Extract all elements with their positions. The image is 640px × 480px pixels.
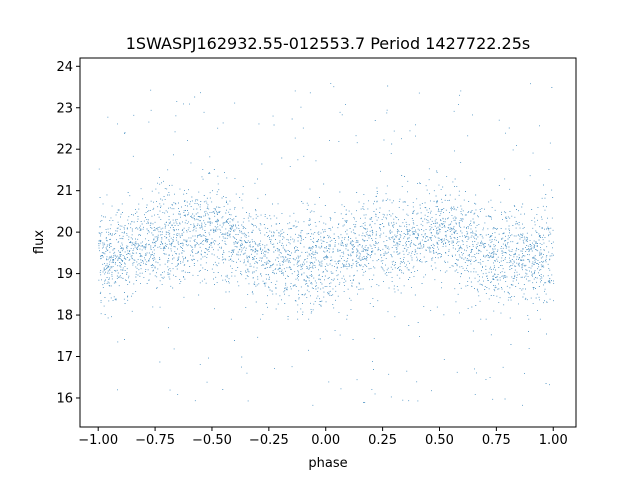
y-axis: 16 17 18 19 20 21 22 23 24	[56, 60, 80, 406]
y-tick-label: 18	[56, 309, 73, 324]
x-tick-label: 0.75	[482, 433, 511, 448]
y-tick-label: 20	[56, 226, 73, 241]
scatter-point-cloud	[98, 83, 555, 406]
scatter-points	[98, 83, 555, 406]
x-tick-label: 0.25	[368, 433, 397, 448]
y-tick-label: 17	[56, 350, 73, 365]
x-tick-label: 1.00	[539, 433, 568, 448]
chart-title: 1SWASPJ162932.55-012553.7 Period 1427722…	[126, 34, 531, 53]
x-axis: −1.00 −0.75 −0.50 −0.25 0.00 0.25 0.50 0.75 1.00	[78, 427, 568, 448]
y-tick-label: 22	[56, 143, 73, 158]
y-tick-label: 24	[56, 60, 73, 75]
y-axis-label: flux	[32, 230, 47, 254]
y-tick-label: 19	[56, 267, 73, 282]
x-tick-label: 0.50	[425, 433, 454, 448]
x-tick-label: −0.25	[249, 433, 289, 448]
x-tick-label: 0.00	[311, 433, 340, 448]
plot-frame	[79, 57, 577, 428]
y-tick-label: 21	[56, 184, 73, 199]
x-tick-label: −0.50	[192, 433, 232, 448]
x-tick-label: −0.75	[135, 433, 175, 448]
x-axis-label: phase	[308, 456, 347, 471]
y-tick-label: 23	[56, 101, 73, 116]
x-tick-label: −1.00	[78, 433, 118, 448]
y-tick-label: 16	[56, 391, 73, 406]
